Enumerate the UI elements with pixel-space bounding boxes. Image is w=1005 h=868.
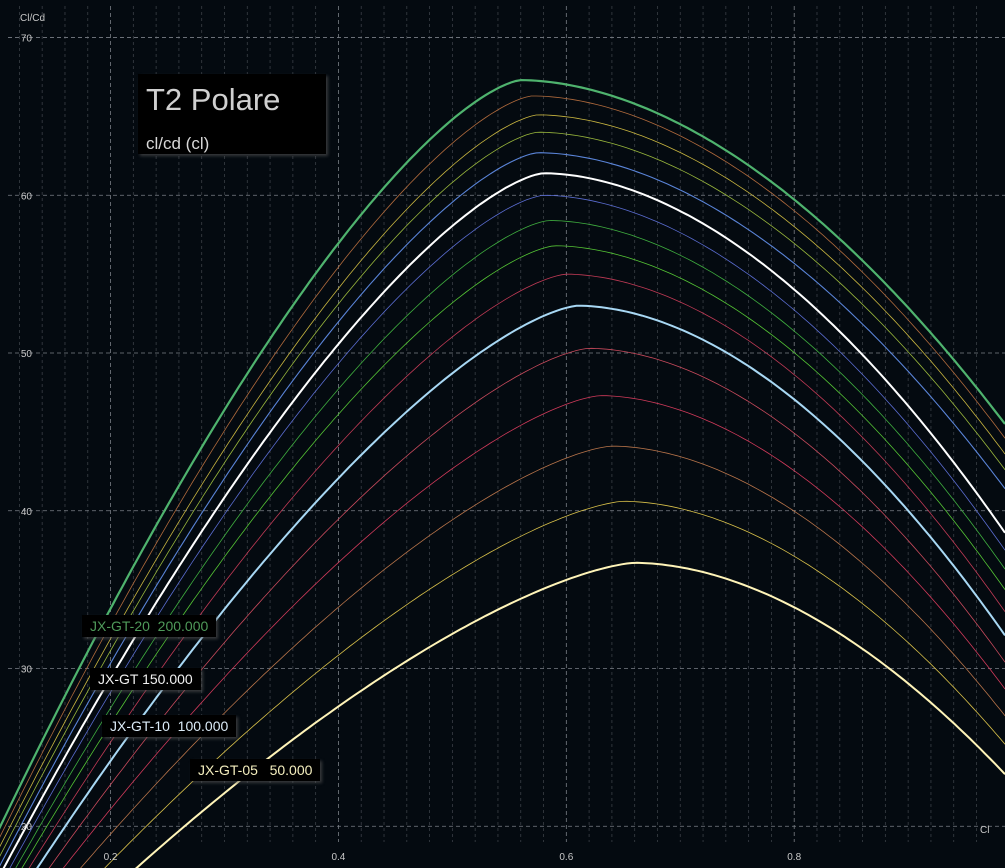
series-line-4 xyxy=(0,152,1005,867)
series-line-13 xyxy=(80,445,1005,868)
series-line-0 xyxy=(0,78,1005,830)
chart-subtitle: cl/cd (cl) xyxy=(146,134,210,153)
series-line-6 xyxy=(9,194,1005,868)
y-axis-title: Cl/Cd xyxy=(20,13,45,24)
series-line-5 xyxy=(2,172,1005,868)
chart-title: T2 Polare xyxy=(146,82,281,117)
x-tick-label: 0.4 xyxy=(331,852,345,863)
series-line-14 xyxy=(104,500,1005,868)
series-line-8 xyxy=(21,245,1005,868)
y-tick-label: 40 xyxy=(21,507,33,518)
series-line-11 xyxy=(48,347,1005,868)
series-line-1 xyxy=(0,95,1005,838)
x-axis-title: Cl xyxy=(980,825,989,836)
series-line-15 xyxy=(134,561,1005,868)
legend-entry-jx-gt-10: JX-GT-10 100.000 xyxy=(102,715,237,737)
x-tick-label: 0.8 xyxy=(787,852,801,863)
tick-labels: 20 30 40 50 60 70 0.2 0.4 0.6 0.8 xyxy=(21,34,802,863)
legend-entry-jx-gt-05: JX-GT-05 50.000 xyxy=(190,759,321,781)
chart-title-box: T2 Polare cl/cd (cl) xyxy=(138,74,326,154)
legend-entry-jx-gt-20: JX-GT-20 200.000 xyxy=(82,615,217,637)
y-tick-label: 60 xyxy=(21,191,33,202)
series-line-12 xyxy=(62,395,1005,868)
y-tick-label: 30 xyxy=(21,664,33,675)
series-line-3 xyxy=(0,131,1005,857)
legend-entry-jx-gt: JX-GT 150.000 xyxy=(90,668,201,690)
curves xyxy=(0,78,1005,868)
x-tick-label: 0.2 xyxy=(104,852,118,863)
y-tick-label: 20 xyxy=(21,822,33,833)
y-tick-label: 50 xyxy=(21,349,33,360)
x-tick-label: 0.6 xyxy=(559,852,573,863)
series-line-7 xyxy=(15,220,1005,868)
series-line-2 xyxy=(0,114,1005,848)
y-tick-label: 70 xyxy=(21,34,33,45)
series-line-9 xyxy=(28,273,1005,868)
series-line-10 xyxy=(36,304,1005,868)
